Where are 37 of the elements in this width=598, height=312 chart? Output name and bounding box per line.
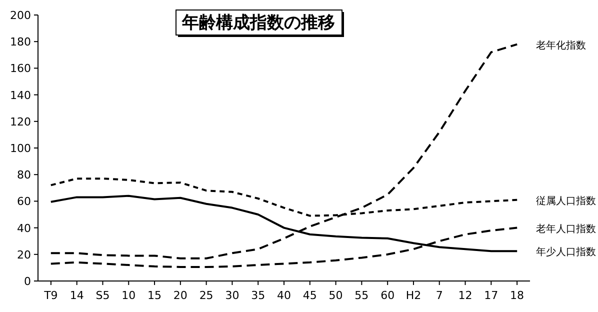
- x-tick-label: 15: [148, 289, 162, 302]
- series-label: 年少人口指数: [536, 246, 596, 258]
- y-tick-label: 100: [10, 142, 31, 155]
- x-tick-label: 40: [277, 289, 291, 302]
- y-tick-label: 180: [10, 36, 31, 49]
- y-tick-label: 60: [17, 195, 31, 208]
- y-tick-label: 0: [24, 275, 31, 288]
- y-tick-label: 200: [10, 9, 31, 22]
- x-tick-label: T9: [43, 289, 58, 302]
- y-tick-label: 20: [17, 248, 31, 262]
- y-tick-label: 80: [17, 168, 31, 182]
- y-tick-label: 120: [10, 115, 31, 128]
- x-tick-label: 17: [484, 289, 498, 302]
- x-tick-label: 20: [173, 289, 188, 302]
- series-label: 老年人口指数: [536, 222, 596, 235]
- x-tick-label: 30: [225, 289, 240, 302]
- x-tick-label: 60: [380, 289, 395, 302]
- x-tick-label: 35: [251, 289, 266, 302]
- x-tick-label: 7: [436, 289, 443, 302]
- x-tick-label: 18: [510, 289, 524, 302]
- x-tick-label: 45: [302, 289, 317, 302]
- x-tick-label: 10: [122, 289, 136, 302]
- x-tick-label: 25: [199, 289, 214, 302]
- x-tick-label: 55: [354, 289, 369, 302]
- title-box: 年齢構成指数の推移: [176, 10, 344, 37]
- x-tick-label: 14: [70, 289, 84, 302]
- x-tick-label: H2: [406, 289, 422, 302]
- y-tick-label: 140: [10, 88, 31, 102]
- y-tick-label: 160: [10, 62, 31, 76]
- x-tick-label: S5: [96, 289, 110, 302]
- x-tick-label: 50: [328, 289, 343, 302]
- x-tick-label: 12: [458, 289, 472, 302]
- y-tick-label: 40: [17, 222, 31, 235]
- chart-title: 年齢構成指数の推移: [181, 13, 335, 33]
- line-series: [50, 43, 518, 260]
- series-label: 老年化指数: [536, 39, 586, 52]
- series-label: 従属人口指数: [536, 194, 596, 207]
